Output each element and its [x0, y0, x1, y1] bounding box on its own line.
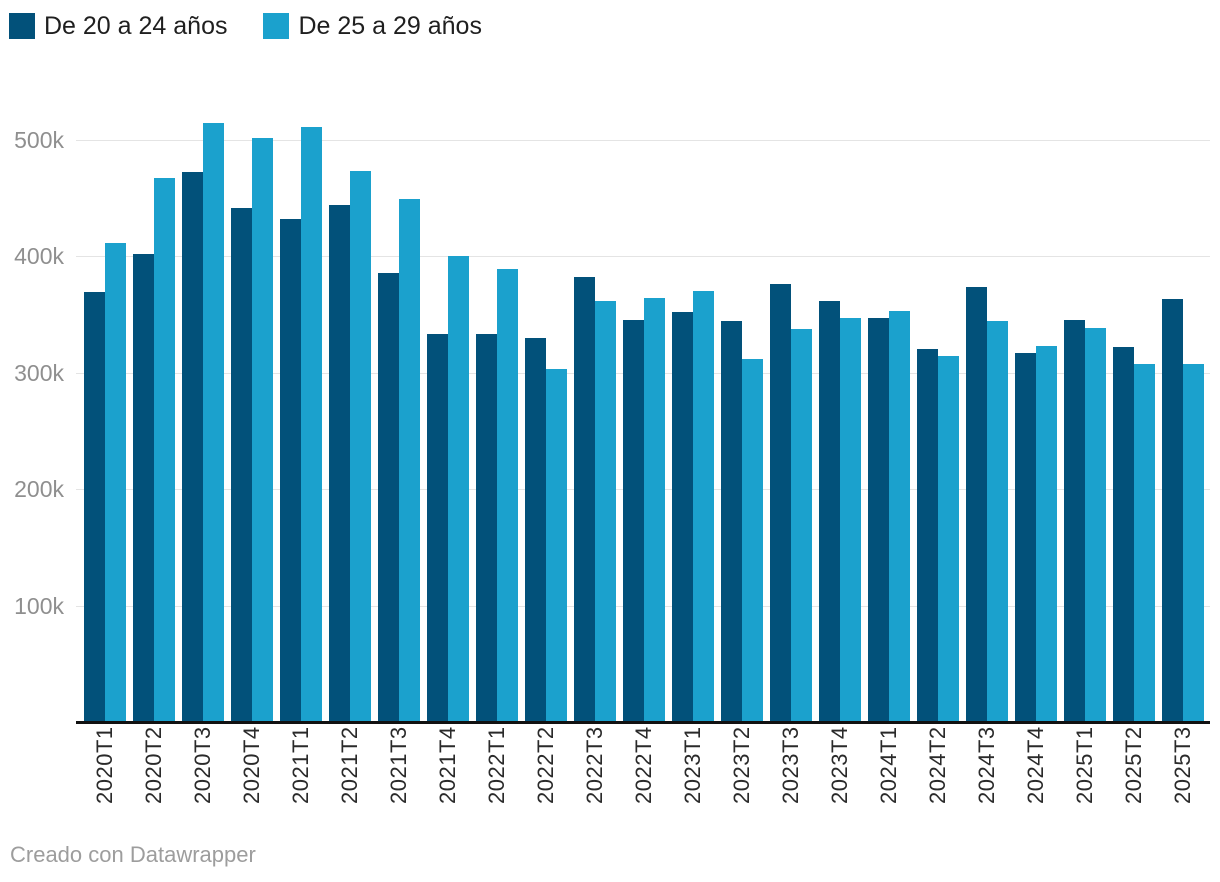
bar[interactable] — [938, 356, 959, 722]
bar[interactable] — [1064, 320, 1085, 722]
bar[interactable] — [133, 254, 154, 722]
bar[interactable] — [574, 277, 595, 722]
bar[interactable] — [889, 311, 910, 722]
x-axis-tick-label: 2020T2 — [141, 726, 166, 804]
bar[interactable] — [448, 256, 469, 722]
bar[interactable] — [1085, 328, 1106, 722]
bar[interactable] — [770, 284, 791, 722]
bar[interactable] — [350, 171, 371, 722]
bar[interactable] — [329, 205, 350, 722]
legend-label-20-24: De 20 a 24 años — [44, 11, 228, 40]
x-axis-tick-label: 2024T4 — [1023, 726, 1048, 804]
legend-swatch-20-24-icon — [9, 13, 35, 39]
bar[interactable] — [154, 178, 175, 722]
bar[interactable] — [476, 334, 497, 722]
bar[interactable] — [252, 138, 273, 722]
x-axis-tick-label: 2021T1 — [288, 726, 313, 804]
x-axis-tick-label: 2023T1 — [680, 726, 705, 804]
x-axis-tick-label: 2023T2 — [729, 726, 754, 804]
datawrapper-credit-link[interactable]: Creado con Datawrapper — [10, 842, 256, 867]
bar[interactable] — [1036, 346, 1057, 722]
x-axis-tick-label: 2020T3 — [190, 726, 215, 804]
legend: De 20 a 24 años De 25 a 29 años — [9, 13, 496, 39]
bar[interactable] — [742, 359, 763, 722]
x-axis-tick-label: 2025T1 — [1072, 726, 1097, 804]
x-axis-tick-label: 2020T1 — [92, 726, 117, 804]
bar[interactable] — [819, 301, 840, 722]
bar[interactable] — [280, 219, 301, 722]
x-axis-tick-label: 2021T4 — [435, 726, 460, 804]
x-axis-tick-label: 2021T3 — [386, 726, 411, 804]
bar[interactable] — [182, 172, 203, 722]
bar[interactable] — [497, 269, 518, 722]
x-axis-line — [76, 721, 1210, 724]
x-axis-tick-label: 2024T1 — [876, 726, 901, 804]
legend-item-25-29: De 25 a 29 años — [263, 13, 495, 39]
bar[interactable] — [791, 329, 812, 722]
bar[interactable] — [987, 321, 1008, 722]
legend-label-25-29: De 25 a 29 años — [298, 11, 482, 40]
x-axis-tick-label: 2022T2 — [533, 726, 558, 804]
bar[interactable] — [595, 301, 616, 722]
legend-swatch-25-29-icon — [263, 13, 290, 39]
bar[interactable] — [721, 321, 742, 722]
y-axis-tick-label: 300k — [14, 360, 64, 386]
bar[interactable] — [525, 338, 546, 722]
bar[interactable] — [1183, 364, 1204, 722]
x-axis-tick-label: 2021T2 — [337, 726, 362, 804]
bar[interactable] — [203, 123, 224, 722]
bar[interactable] — [231, 208, 252, 722]
bar[interactable] — [1134, 364, 1155, 722]
bar[interactable] — [917, 349, 938, 722]
x-axis-tick-label: 2023T3 — [778, 726, 803, 804]
x-axis-tick-label: 2022T3 — [582, 726, 607, 804]
y-axis-tick-label: 500k — [14, 127, 64, 153]
y-axis-tick-label: 200k — [14, 476, 64, 502]
bar[interactable] — [84, 292, 105, 722]
bar[interactable] — [1162, 299, 1183, 722]
bar[interactable] — [399, 199, 420, 722]
bar[interactable] — [546, 369, 567, 722]
bar[interactable] — [1113, 347, 1134, 722]
x-axis-tick-label: 2020T4 — [239, 726, 264, 804]
bar[interactable] — [672, 312, 693, 722]
x-axis-tick-label: 2023T4 — [827, 726, 852, 804]
x-axis-tick-label: 2022T4 — [631, 726, 656, 804]
bar[interactable] — [868, 318, 889, 722]
bar[interactable] — [693, 291, 714, 722]
bar[interactable] — [105, 243, 126, 722]
x-axis-tick-label: 2022T1 — [484, 726, 509, 804]
bar[interactable] — [644, 298, 665, 722]
bar[interactable] — [427, 334, 448, 722]
y-axis-tick-label: 400k — [14, 243, 64, 269]
bar[interactable] — [840, 318, 861, 722]
bar[interactable] — [623, 320, 644, 722]
y-gridline — [76, 140, 1210, 141]
y-axis-tick-label: 100k — [14, 593, 64, 619]
bar[interactable] — [966, 287, 987, 722]
x-axis-tick-label: 2024T2 — [925, 726, 950, 804]
x-axis-tick-label: 2025T3 — [1170, 726, 1195, 804]
bar[interactable] — [301, 127, 322, 722]
x-axis-tick-label: 2024T3 — [974, 726, 999, 804]
bar[interactable] — [378, 273, 399, 722]
legend-item-20-24: De 20 a 24 años — [9, 13, 241, 39]
y-gridline — [76, 256, 1210, 257]
bar[interactable] — [1015, 353, 1036, 722]
x-axis-tick-label: 2025T2 — [1121, 726, 1146, 804]
